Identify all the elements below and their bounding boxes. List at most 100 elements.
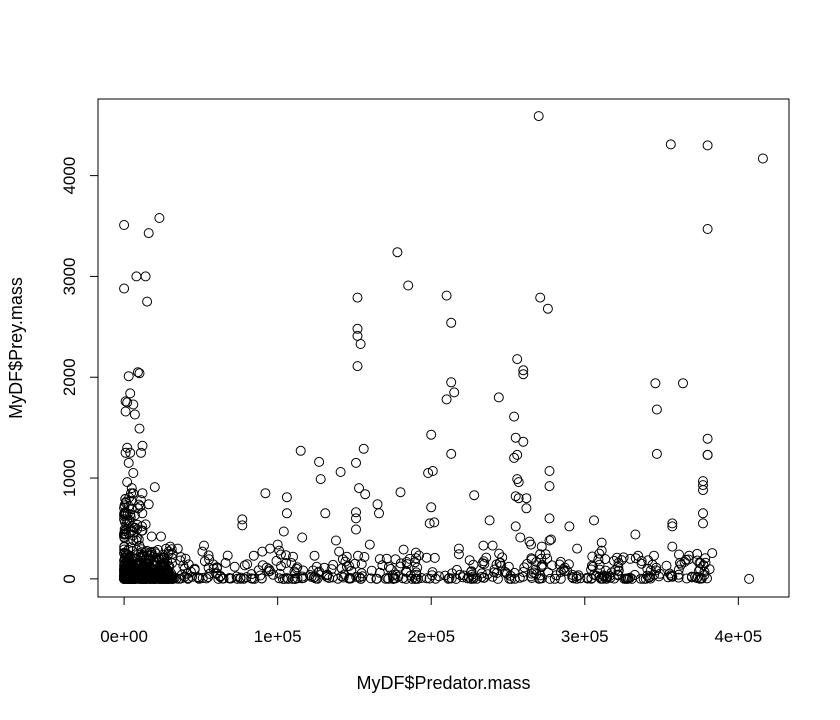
data-point (372, 499, 383, 510)
data-point (390, 569, 401, 580)
data-point (288, 551, 298, 562)
data-point (246, 573, 257, 584)
data-point (410, 547, 421, 558)
data-point (544, 481, 555, 492)
data-point (702, 224, 713, 234)
data-point (526, 539, 536, 550)
data-point (120, 406, 131, 417)
data-point (149, 482, 160, 493)
data-point (623, 573, 634, 584)
data-point (140, 271, 151, 282)
data-point (636, 556, 647, 566)
data-point (372, 573, 382, 584)
data-point (405, 570, 416, 581)
data-point (600, 554, 611, 565)
data-point (678, 378, 688, 389)
data-point (453, 549, 464, 560)
data-point (134, 423, 145, 434)
data-point (390, 573, 401, 584)
data-point (291, 563, 302, 574)
data-point (521, 503, 532, 514)
data-point (567, 569, 578, 580)
data-point (441, 394, 452, 405)
data-point (429, 517, 440, 528)
plot-frame (97, 98, 790, 598)
data-point (135, 495, 146, 506)
data-point (125, 573, 136, 584)
data-point (135, 501, 146, 512)
data-point (128, 561, 138, 572)
data-point (352, 361, 363, 372)
data-point (128, 399, 139, 410)
data-point (160, 573, 171, 584)
data-point (528, 567, 539, 578)
data-point (457, 572, 468, 583)
data-point (698, 518, 708, 529)
data-point (132, 561, 143, 572)
data-point (146, 531, 157, 542)
data-point (313, 567, 324, 578)
data-point (154, 213, 165, 223)
data-point (120, 447, 131, 458)
data-point (268, 569, 279, 580)
data-point (125, 447, 136, 458)
data-point (138, 573, 149, 584)
data-point (427, 466, 438, 476)
data-point (180, 553, 191, 564)
data-point (698, 560, 709, 571)
data-point (622, 573, 633, 584)
data-point (512, 449, 523, 460)
data-point (126, 495, 137, 506)
data-point (542, 303, 553, 314)
data-point (546, 534, 556, 545)
data-point (222, 550, 233, 561)
data-point (676, 559, 687, 570)
data-point (132, 519, 143, 530)
x-axis: 0e+00 1e+05 2e+05 3e+05 4e+05 (100, 596, 762, 646)
data-point (208, 559, 219, 570)
data-point (119, 568, 130, 578)
data-point (136, 447, 146, 458)
data-point (513, 477, 524, 488)
data-point (555, 573, 566, 584)
data-point (146, 548, 157, 558)
data-point (404, 553, 415, 564)
y-axis: 0 1000 2000 3000 4000 (60, 157, 99, 584)
data-point (331, 535, 341, 546)
data-point (424, 573, 435, 584)
data-point (119, 220, 130, 230)
data-point (241, 572, 252, 583)
data-point (377, 560, 388, 571)
data-point (336, 571, 347, 582)
data-point (319, 562, 330, 573)
data-point (596, 573, 607, 584)
data-point (421, 552, 432, 563)
data-point (119, 509, 130, 520)
data-point (176, 552, 186, 563)
data-point (666, 571, 677, 582)
data-point (383, 561, 394, 572)
data-point (630, 553, 641, 564)
x-tick-label: 1e+05 (254, 627, 302, 646)
data-point (246, 569, 257, 580)
data-point (469, 490, 480, 501)
data-point (468, 571, 479, 582)
data-point (744, 573, 755, 584)
data-point (427, 570, 437, 581)
data-point (328, 559, 339, 570)
data-point (464, 555, 475, 566)
data-point (138, 568, 149, 578)
data-point (359, 552, 370, 562)
data-point (510, 521, 521, 532)
data-point (314, 456, 325, 467)
data-point (172, 543, 183, 554)
data-point (344, 572, 355, 583)
data-point (122, 477, 133, 488)
data-point (647, 559, 658, 570)
data-point (477, 558, 488, 569)
data-point (518, 365, 529, 376)
data-point (702, 433, 713, 444)
data-point (493, 392, 504, 403)
data-point (352, 292, 363, 303)
data-point (464, 572, 474, 583)
